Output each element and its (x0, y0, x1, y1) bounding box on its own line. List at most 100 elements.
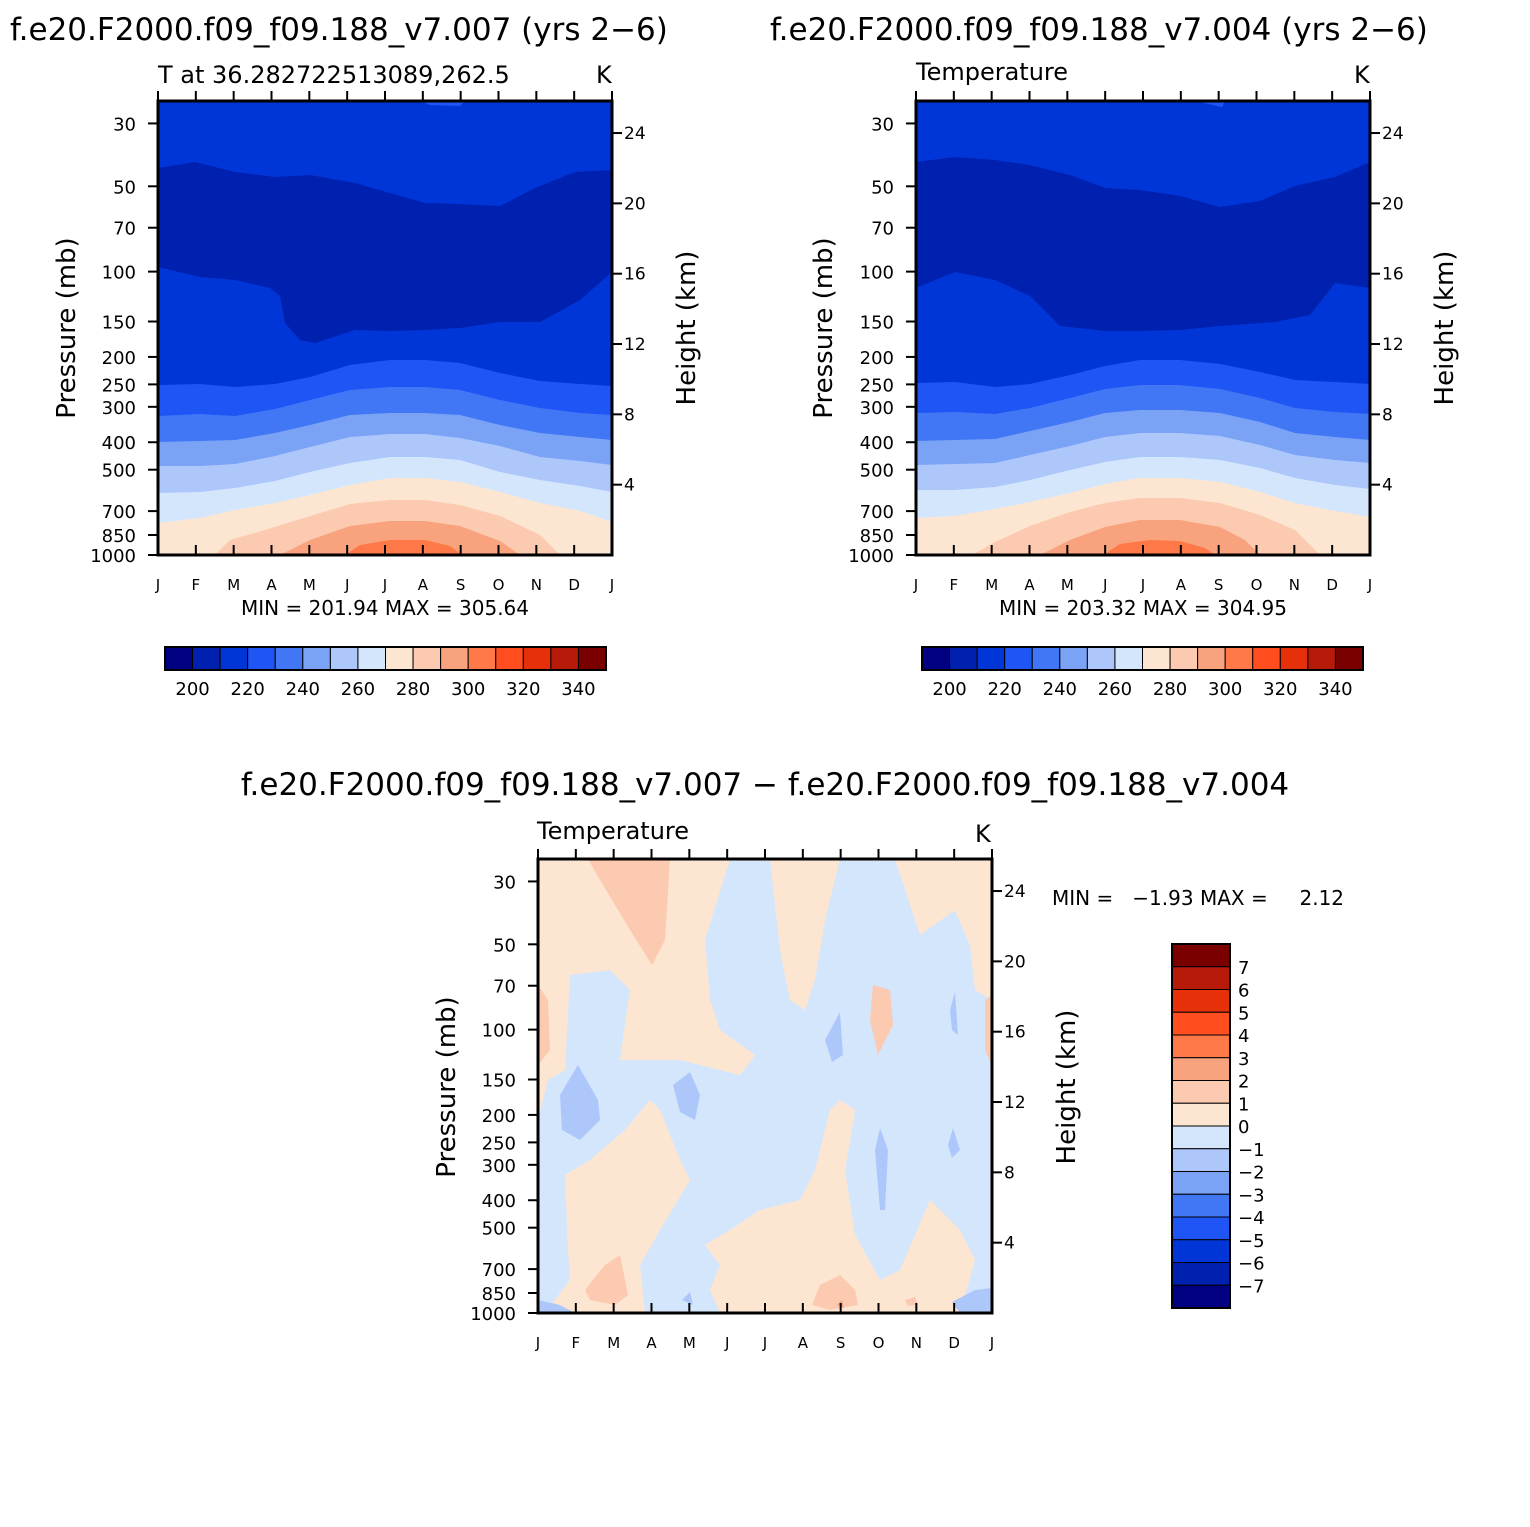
y-tick-label: 400 (102, 433, 136, 454)
x-tick-label: J (1140, 576, 1145, 594)
colorbar-label: 0 (1238, 1117, 1249, 1138)
panel1-ylabel: Pressure (mb) (52, 237, 82, 418)
y-right-tick-label: 20 (624, 194, 646, 214)
colorbar-label: −1 (1238, 1140, 1265, 1161)
y-right-tick-label: 24 (1004, 882, 1026, 902)
panel1-contours (158, 101, 612, 555)
panel2-title: f.e20.F2000.f09_f09.188_v7.004 (yrs 2−6) (770, 12, 1428, 48)
y-tick-label: 150 (102, 313, 136, 334)
panel1-chart: T at 36.282722513089,262.5 K J F M A M J J A S O N… (52, 61, 702, 700)
x-tick-label: S (456, 576, 466, 594)
x-tick-label: J (155, 576, 160, 594)
panel2-ylabel-right: Height (km) (1430, 251, 1460, 406)
colorbar-label: 200 (175, 679, 209, 700)
x-tick-label: J (609, 576, 614, 594)
colorbar-label: 7 (1238, 958, 1249, 979)
colorbar-swatch (1031, 646, 1061, 671)
y-right-tick-label: 12 (624, 335, 646, 355)
colorbar-swatch (302, 646, 331, 671)
x-tick-label: J (724, 1334, 729, 1352)
colorbar-swatch (1197, 646, 1226, 671)
colorbar-swatch (921, 646, 951, 671)
y-tick-label: 850 (860, 526, 894, 547)
colorbar-label: 240 (286, 679, 320, 700)
y-right-tick-label: 24 (1382, 124, 1404, 144)
colorbar-label: 220 (988, 679, 1022, 700)
colorbar-swatch (1171, 1148, 1231, 1172)
x-tick-label: J (762, 1334, 767, 1352)
y-tick-label: 1000 (90, 546, 136, 567)
colorbar-label: 340 (1318, 679, 1352, 700)
colorbar-label: 300 (1208, 679, 1242, 700)
colorbar-swatch (1171, 1125, 1231, 1150)
colorbar-label: 2 (1238, 1072, 1249, 1093)
y-tick-label: 200 (482, 1106, 516, 1127)
y-tick-label: 50 (113, 177, 136, 198)
y-right-tick-label: 16 (1382, 265, 1404, 285)
y-tick-label: 700 (102, 502, 136, 523)
colorbar-label: 6 (1238, 981, 1249, 1002)
x-tick-label: M (303, 576, 316, 594)
colorbar-swatch (495, 646, 524, 671)
y-tick-label: 100 (102, 263, 136, 284)
x-tick-label: J (535, 1334, 540, 1352)
colorbar-swatch (164, 646, 194, 671)
x-tick-label: J (913, 576, 918, 594)
colorbar-label: 340 (561, 679, 595, 700)
colorbar-swatch (219, 646, 249, 671)
colorbar-swatch (1004, 646, 1033, 671)
x-tick-label: A (1176, 576, 1187, 594)
y-tick-label: 250 (102, 375, 136, 396)
y-tick-label: 150 (860, 313, 894, 334)
x-tick-label: A (266, 576, 277, 594)
colorbar-frame (1171, 943, 1231, 1309)
y-tick-label: 70 (493, 977, 516, 998)
x-tick-label: J (1367, 576, 1372, 594)
colorbar-swatch (1252, 646, 1281, 671)
colorbar-swatch (1169, 646, 1199, 671)
colorbar-swatch (976, 646, 1006, 671)
colorbar-label: 260 (1098, 679, 1132, 700)
colorbar-swatch (1279, 646, 1309, 671)
colorbar-swatch (1171, 1262, 1231, 1286)
y-right-tick-label: 16 (1004, 1023, 1026, 1043)
x-tick-label: F (572, 1334, 581, 1352)
panel2-subtitle: Temperature (915, 58, 1068, 86)
colorbar-swatch (385, 646, 414, 671)
y-right-tick-label: 24 (624, 124, 646, 144)
colorbar-label: 280 (396, 679, 430, 700)
x-tick-label: A (646, 1334, 657, 1352)
colorbar-swatch (1171, 1239, 1231, 1263)
y-tick-label: 50 (493, 935, 516, 956)
y-tick-label: 250 (482, 1133, 516, 1154)
y-tick-label: 1000 (848, 546, 894, 567)
colorbar-label: −4 (1238, 1208, 1265, 1229)
panel1-stats: MIN = 201.94 MAX = 305.64 (241, 596, 529, 620)
x-tick-label: M (985, 576, 998, 594)
colorbar-frame (164, 646, 607, 671)
colorbar-label: 5 (1238, 1003, 1249, 1024)
y-tick-label: 300 (482, 1156, 516, 1177)
diff-ylabel: Pressure (mb) (432, 996, 462, 1177)
y-tick-label: 70 (871, 219, 894, 240)
colorbar-swatch (192, 646, 221, 671)
y-tick-label: 400 (482, 1191, 516, 1212)
x-tick-label: O (1251, 576, 1263, 594)
colorbar-swatch (1171, 966, 1231, 990)
y-right-tick-label: 20 (1382, 194, 1404, 214)
colorbar-swatch (1171, 1011, 1231, 1036)
colorbar-label: −3 (1238, 1185, 1265, 1206)
diff-title: f.e20.F2000.f09_f09.188_v7.007 − f.e20.F… (241, 767, 1289, 803)
x-tick-label: N (1289, 576, 1300, 594)
panel2-colorbar: 200 220 240 260 280 300 320 340 (921, 646, 1364, 700)
diff-ylabel-right: Height (km) (1052, 1010, 1082, 1165)
y-tick-label: 500 (102, 461, 136, 482)
colorbar-swatch (1059, 646, 1088, 671)
y-tick-label: 500 (482, 1219, 516, 1240)
colorbar-label: −5 (1238, 1231, 1265, 1252)
y-tick-label: 300 (102, 398, 136, 419)
y-tick-label: 850 (102, 526, 136, 547)
